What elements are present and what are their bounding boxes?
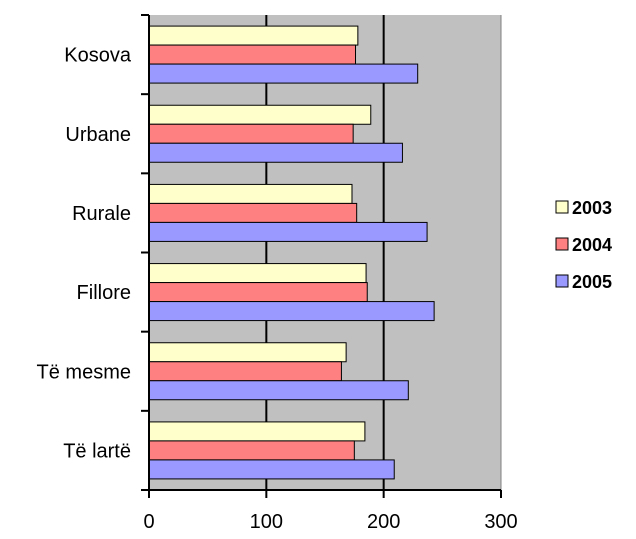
- bar-2005-0: [148, 63, 419, 84]
- bar-2003-3: [148, 263, 367, 284]
- legend-swatch-2005: [555, 274, 569, 288]
- legend-label-2004: 2004: [572, 235, 612, 255]
- legend-label-2005: 2005: [572, 272, 612, 292]
- bar-2004-5: [148, 440, 355, 461]
- plot-area: [149, 15, 501, 490]
- bar-2005-5: [148, 459, 395, 480]
- x-axis-ticks: [148, 490, 502, 498]
- x-tick-labels: 0 100 200 300: [143, 511, 517, 533]
- category-label: Rurale: [72, 203, 131, 225]
- bar-2004-0: [148, 44, 357, 65]
- category-label: Të lartë: [63, 440, 131, 462]
- bar-2005-4: [148, 380, 409, 401]
- bar-2003-2: [148, 183, 353, 204]
- gridlines: [265, 15, 502, 490]
- x-tick-label: 300: [484, 511, 517, 533]
- bar-2005-3: [148, 301, 435, 322]
- bar-2004-4: [148, 361, 342, 382]
- bar-2003-5: [148, 421, 366, 442]
- bar-2004-2: [148, 202, 358, 223]
- category-label: Fillore: [77, 282, 131, 304]
- bar-2004-1: [148, 123, 354, 144]
- legend-swatch-2004: [555, 237, 569, 251]
- bar-2003-4: [148, 342, 347, 363]
- legend: 2003 2004 2005: [555, 198, 612, 292]
- bar-2005-2: [148, 221, 428, 242]
- category-labels: Kosova Urbane Rurale Fillore Të mesme Të lart…: [37, 45, 132, 463]
- legend-swatch-2003: [555, 200, 569, 214]
- x-tick-label: 0: [143, 511, 154, 533]
- x-tick-label: 100: [250, 511, 283, 533]
- x-tick-label: 200: [367, 511, 400, 533]
- bar-2004-3: [148, 282, 368, 303]
- bar-2003-1: [148, 104, 372, 125]
- legend-label-2003: 2003: [572, 198, 612, 218]
- y-axis-ticks: [141, 14, 149, 491]
- category-label: Urbane: [65, 124, 131, 146]
- category-label: Kosova: [64, 45, 132, 67]
- bar-2005-1: [148, 142, 403, 163]
- bar-2003-0: [148, 25, 359, 46]
- category-label: Të mesme: [37, 361, 131, 383]
